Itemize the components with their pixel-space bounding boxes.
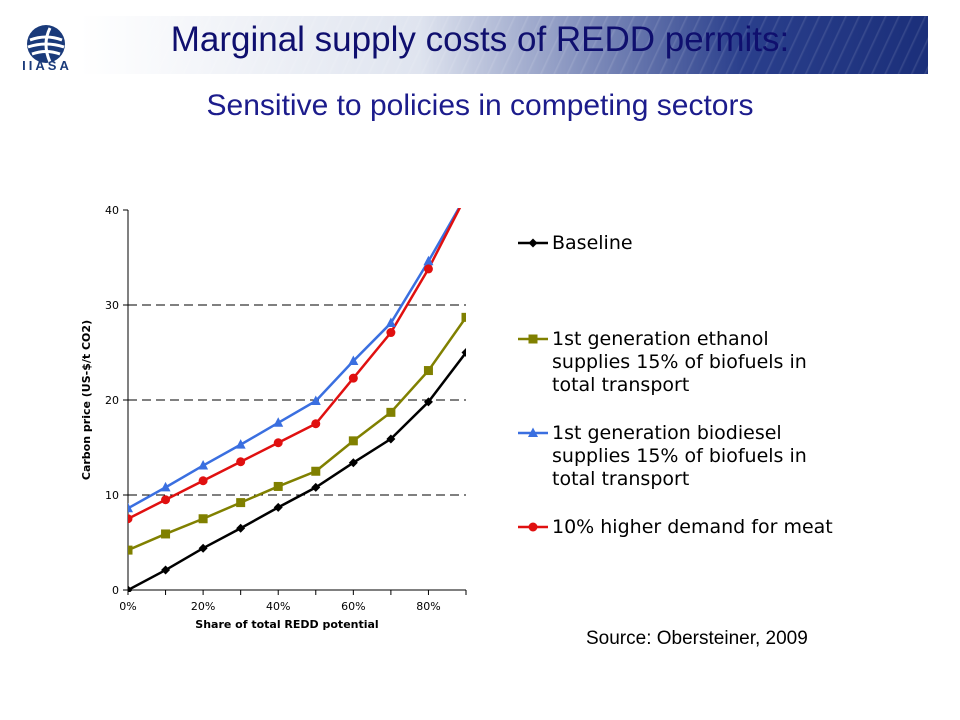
data-point bbox=[273, 417, 284, 427]
slide-subtitle: Sensitive to policies in competing secto… bbox=[206, 89, 754, 122]
data-point bbox=[128, 585, 133, 592]
data-point bbox=[385, 317, 396, 328]
data-point bbox=[423, 366, 433, 376]
legend-marker-symbol bbox=[528, 522, 538, 532]
data-point bbox=[386, 434, 396, 444]
legend-marker bbox=[518, 427, 548, 437]
legend-marker-symbol bbox=[528, 238, 538, 248]
series-line-4 bbox=[128, 208, 462, 520]
data-point bbox=[128, 514, 133, 524]
x-tick-label: 20% bbox=[191, 600, 215, 613]
data-point bbox=[311, 482, 321, 492]
data-point bbox=[198, 476, 208, 486]
legend-marker bbox=[518, 334, 548, 344]
y-tick-label: 0 bbox=[112, 584, 119, 597]
y-tick-label: 20 bbox=[105, 394, 119, 407]
x-tick-label: 40% bbox=[266, 600, 290, 613]
data-point bbox=[348, 436, 358, 446]
data-point bbox=[273, 438, 283, 448]
x-tick-label: 80% bbox=[416, 600, 440, 613]
data-point bbox=[236, 523, 246, 533]
data-point bbox=[198, 460, 209, 470]
legend-marker bbox=[518, 238, 548, 248]
data-point bbox=[386, 407, 396, 417]
data-point bbox=[273, 502, 283, 512]
series-line-3 bbox=[128, 208, 461, 510]
data-point bbox=[128, 545, 133, 555]
source-citation: Source: Obersteiner, 2009 bbox=[586, 628, 808, 649]
data-point bbox=[273, 481, 283, 491]
logo-text: IIASA bbox=[22, 58, 72, 73]
title-banner bbox=[80, 16, 928, 74]
y-tick-label: 10 bbox=[105, 489, 119, 502]
legend-label: Baseline bbox=[552, 232, 633, 254]
iiasa-globe-logo bbox=[27, 25, 65, 63]
data-point bbox=[128, 502, 133, 513]
data-point bbox=[310, 395, 321, 405]
data-point bbox=[348, 458, 358, 468]
data-point bbox=[235, 439, 246, 449]
x-tick-label: 60% bbox=[341, 600, 365, 613]
data-point bbox=[423, 397, 433, 407]
data-point bbox=[386, 328, 396, 338]
legend-label: 1st generation biodiesel supplies 15% of… bbox=[552, 422, 807, 490]
y-tick-label: 40 bbox=[105, 204, 119, 217]
plot-area bbox=[128, 208, 466, 592]
legend-label: 1st generation ethanol supplies 15% of b… bbox=[552, 328, 807, 396]
series-line-1 bbox=[128, 351, 466, 592]
data-point bbox=[423, 255, 434, 266]
x-tick-label: 0% bbox=[119, 600, 136, 613]
legend-marker-symbol bbox=[528, 427, 538, 437]
data-point bbox=[161, 529, 171, 539]
data-point bbox=[161, 565, 171, 575]
legend-marker bbox=[518, 522, 548, 532]
legend-marker-symbol bbox=[528, 334, 538, 344]
data-point bbox=[236, 457, 246, 467]
data-point bbox=[311, 419, 321, 429]
data-point bbox=[198, 543, 208, 553]
data-point bbox=[348, 373, 358, 383]
data-point bbox=[461, 348, 466, 357]
data-point bbox=[198, 514, 208, 524]
slide-title: Marginal supply costs of REDD permits: bbox=[170, 20, 790, 59]
data-point bbox=[461, 312, 466, 322]
data-point bbox=[423, 264, 433, 274]
data-point bbox=[161, 495, 171, 505]
y-axis-label: Carbon price (US-$/t CO2) bbox=[80, 320, 93, 480]
legend-label: 10% higher demand for meat bbox=[552, 516, 833, 538]
data-point bbox=[236, 498, 246, 508]
y-tick-label: 30 bbox=[105, 299, 119, 312]
data-point bbox=[348, 355, 359, 366]
series-line-2 bbox=[128, 316, 466, 552]
x-axis-label: Share of total REDD potential bbox=[195, 618, 378, 631]
data-point bbox=[311, 466, 321, 476]
carbon-price-chart: 0 10 20 30 40 0% 20% 40% 60% 80% Share of total RE… bbox=[80, 204, 467, 631]
data-point bbox=[160, 481, 171, 492]
